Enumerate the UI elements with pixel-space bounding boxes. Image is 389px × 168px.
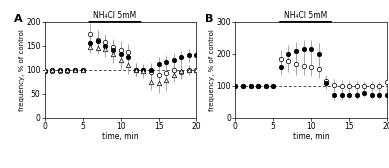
Y-axis label: frequency, % of control: frequency, % of control [209, 29, 215, 111]
X-axis label: time, min: time, min [102, 132, 139, 141]
Text: NH₄Cl 5mM: NH₄Cl 5mM [93, 11, 137, 20]
Y-axis label: frequency, % of control: frequency, % of control [19, 29, 25, 111]
Text: B: B [205, 14, 214, 24]
Text: NH₄Cl 5mM: NH₄Cl 5mM [284, 11, 327, 20]
Text: A: A [14, 14, 23, 24]
X-axis label: time, min: time, min [293, 132, 329, 141]
